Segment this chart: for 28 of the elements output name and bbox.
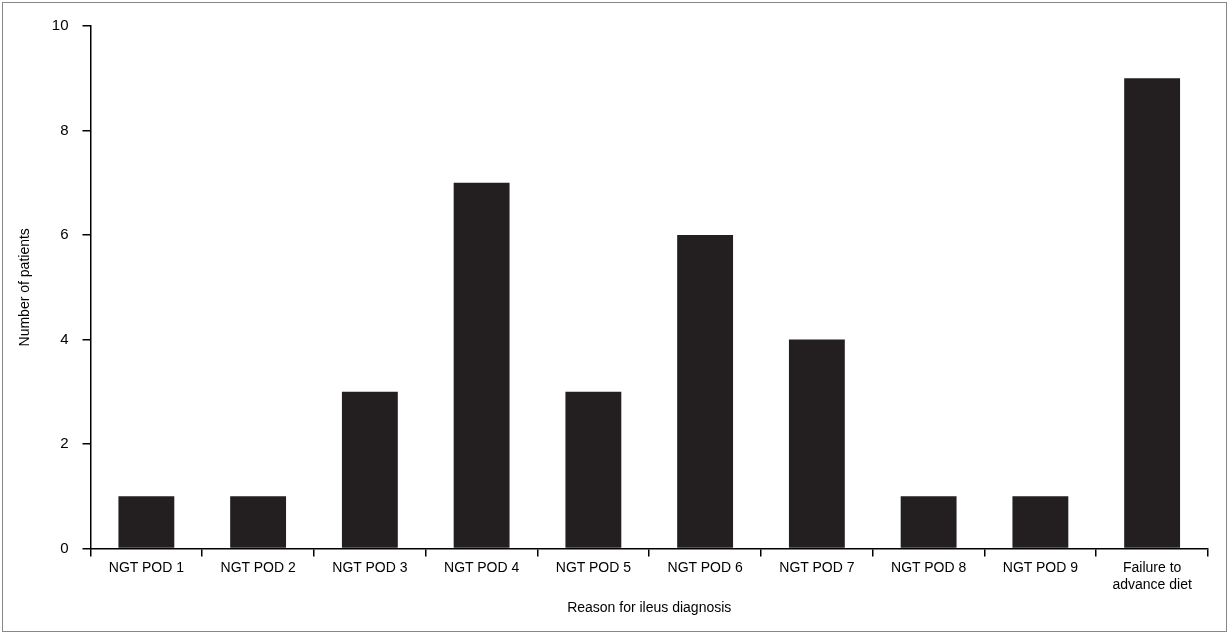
x-tick-label: NGT POD 4 bbox=[444, 558, 520, 575]
y-axis-title: Number of patients bbox=[16, 228, 33, 347]
x-tick-label: NGT POD 6 bbox=[667, 558, 743, 575]
x-tick-label: NGT POD 8 bbox=[891, 558, 967, 575]
x-tick-label: NGT POD 1 bbox=[108, 558, 185, 575]
y-tick-label: 2 bbox=[60, 434, 69, 452]
y-tick-label: 6 bbox=[60, 225, 69, 243]
bar bbox=[1012, 496, 1069, 548]
x-tick-label: NGT POD 5 bbox=[555, 558, 632, 575]
bar bbox=[788, 339, 845, 548]
bar bbox=[230, 496, 287, 548]
bar bbox=[677, 235, 734, 548]
bar bbox=[565, 391, 622, 548]
y-tick-label: 10 bbox=[51, 16, 69, 34]
x-axis-title: Reason for ileus diagnosis bbox=[567, 599, 732, 616]
bar bbox=[341, 391, 398, 548]
x-tick-label: Failure to advance diet bbox=[1112, 558, 1192, 592]
x-tick-label: NGT POD 9 bbox=[1002, 558, 1079, 575]
x-tick-label: NGT POD 2 bbox=[220, 558, 296, 575]
y-tick-label: 0 bbox=[60, 538, 69, 556]
bar bbox=[1124, 78, 1181, 548]
y-tick-label: 8 bbox=[60, 120, 69, 138]
bar bbox=[453, 182, 510, 548]
x-tick-label: NGT POD 3 bbox=[332, 558, 408, 575]
x-tick-label: NGT POD 7 bbox=[779, 558, 855, 575]
bar bbox=[900, 496, 957, 548]
y-tick-label: 4 bbox=[60, 329, 69, 347]
bar bbox=[118, 496, 175, 548]
